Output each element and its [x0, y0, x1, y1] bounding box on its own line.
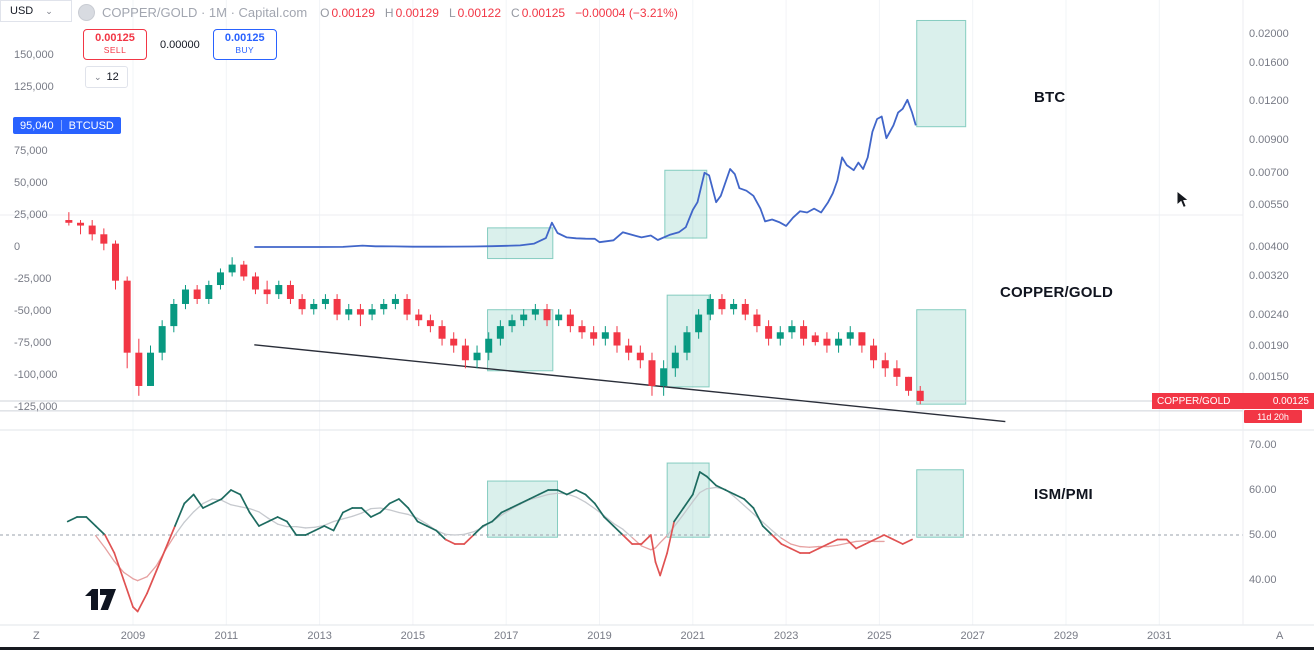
left-axis-tick: -75,000: [14, 337, 52, 350]
window-bottom-edge: [0, 647, 1314, 650]
sell-label: SELL: [103, 45, 127, 55]
time-axis-tick: 2015: [400, 630, 426, 642]
copper-gold-price-badge[interactable]: COPPER/GOLD 0.00125: [1152, 393, 1314, 409]
btcusd-price: 95,040: [20, 119, 54, 132]
right-axis-tick: 0.00900: [1249, 133, 1289, 146]
bar-countdown-badge: 11d 20h: [1244, 410, 1302, 423]
left-axis-tick: 25,000: [14, 209, 48, 222]
right-axis-tick: 0.00550: [1249, 198, 1289, 211]
symbol-title-row: COPPER/GOLD · 1M · Capital.com O 0.00129 …: [78, 4, 678, 21]
time-axis-tick: 2031: [1147, 630, 1172, 642]
right-axis-tick: 0.00400: [1249, 240, 1289, 253]
trade-buttons: 0.00125 SELL 0.00000 0.00125 BUY: [83, 29, 277, 60]
right-axis-tick: 0.00150: [1249, 370, 1289, 383]
left-axis-tick: -50,000: [14, 305, 52, 318]
auto-scale-button[interactable]: A: [1276, 630, 1284, 642]
right-axis-tick: 0.02000: [1249, 27, 1289, 40]
time-axis-tick: 2021: [680, 630, 706, 642]
spread-value: 0.00000: [160, 38, 200, 51]
left-axis-tick: -100,000: [14, 369, 58, 382]
bar-countdown: 11d 20h: [1257, 411, 1289, 422]
left-axis-tick: 150,000: [14, 49, 54, 62]
time-axis-tick: 2017: [493, 630, 519, 642]
instrument-logo-icon: [78, 4, 95, 21]
sell-price: 0.00125: [95, 32, 135, 44]
badge-divider: [60, 120, 62, 131]
ohlc-close-label: C: [511, 5, 520, 20]
copper-gold-badge-symbol: COPPER/GOLD: [1157, 395, 1231, 407]
right-axis-tick: 0.00190: [1249, 339, 1289, 352]
btcusd-symbol: BTCUSD: [68, 119, 114, 132]
ohlc-high-label: H: [384, 5, 394, 20]
currency-label: USD: [10, 5, 34, 17]
ohlc-open-label: O: [320, 5, 330, 20]
time-axis-tick: 2027: [960, 630, 985, 642]
left-axis-tick: -125,000: [14, 401, 58, 414]
symbol-title[interactable]: COPPER/GOLD · 1M · Capital.com: [102, 5, 308, 20]
right-axis-tick: 0.01200: [1249, 95, 1289, 108]
right-axis-tick: 0.01600: [1249, 57, 1289, 70]
chevron-down-icon: ⌄: [94, 71, 102, 82]
right-axis-tick: 0.00700: [1249, 166, 1289, 179]
right-axis-tick: 0.00320: [1249, 270, 1289, 283]
lower-right-axis-tick: 40.00: [1249, 574, 1277, 586]
interval-selector[interactable]: ⌄ 12: [85, 66, 128, 88]
lower-right-axis-tick: 70.00: [1249, 439, 1277, 451]
ohlc-low-label: L: [448, 5, 456, 20]
ohlc-low-value: 0.00122: [457, 5, 502, 20]
ism-pmi-series-label: ISM/PMI: [1034, 486, 1093, 503]
left-axis-tick: 75,000: [14, 145, 48, 158]
tradingview-logo-icon[interactable]: [84, 588, 118, 612]
time-axis-tick: 2025: [867, 630, 892, 642]
ohlc-close-value: 0.00125: [521, 5, 566, 20]
ohlc-change-value: −0.00004 (−3.21%): [575, 5, 678, 20]
left-axis-tick: 0: [14, 241, 21, 254]
time-axis-tick: 2023: [773, 630, 799, 642]
ohlc-open-value: 0.00129: [331, 5, 375, 20]
buy-label: BUY: [235, 45, 255, 55]
time-axis-tick: 2009: [120, 630, 146, 642]
chevron-down-icon: ⌄: [45, 5, 53, 16]
buy-button[interactable]: 0.00125 BUY: [212, 29, 277, 60]
time-axis-tick: 2029: [1053, 630, 1079, 642]
timezone-button[interactable]: Z: [33, 630, 40, 642]
lower-right-axis-tick: 60.00: [1249, 484, 1277, 496]
btcusd-price-badge[interactable]: 95,040 BTCUSD: [13, 117, 121, 134]
buy-price: 0.00125: [224, 32, 265, 44]
time-axis-tick: 2011: [214, 630, 239, 642]
lower-right-axis-tick: 50.00: [1249, 529, 1277, 541]
copper-gold-badge-price: 0.00125: [1272, 395, 1309, 407]
left-axis-tick: 50,000: [14, 177, 48, 190]
left-axis-tick: -25,000: [14, 273, 52, 286]
right-axis-tick: 0.00240: [1249, 308, 1289, 321]
ohlc-high-value: 0.00129: [395, 5, 439, 20]
interval-value: 12: [106, 71, 119, 83]
time-axis-tick: 2019: [587, 630, 612, 642]
sell-button[interactable]: 0.00125 SELL: [83, 29, 147, 60]
time-axis-tick: 2013: [307, 630, 332, 642]
mouse-cursor: [1176, 190, 1190, 209]
btc-series-label: BTC: [1034, 89, 1066, 106]
currency-selector[interactable]: USD ⌄: [0, 0, 72, 22]
ohlc-values: O 0.00129 H 0.00129 L 0.00122 C 0.00125 −0.0…: [320, 6, 678, 20]
copper-gold-series-label: COPPER/GOLD: [1000, 284, 1114, 301]
left-axis-tick: 125,000: [14, 81, 54, 94]
